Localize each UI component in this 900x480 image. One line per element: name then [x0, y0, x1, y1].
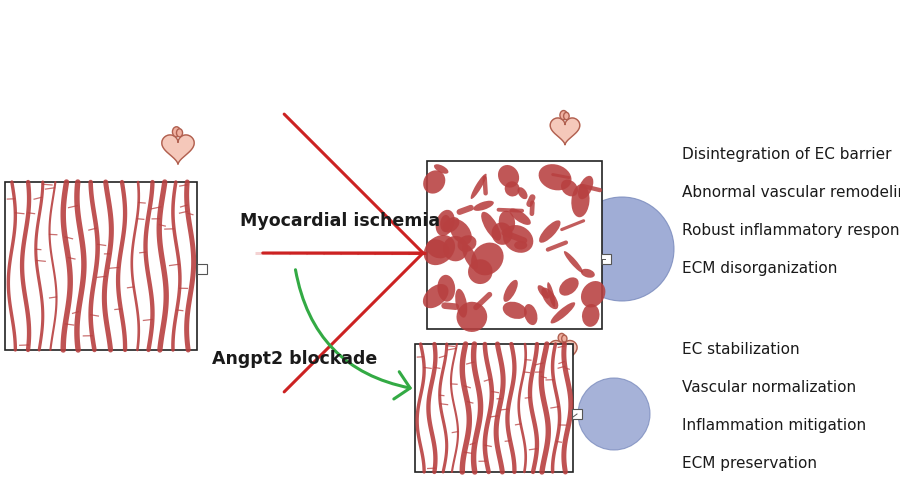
Text: EC stabilization: EC stabilization — [682, 342, 799, 357]
Text: Robust inflammatory response: Robust inflammatory response — [682, 223, 900, 238]
FancyArrowPatch shape — [295, 270, 410, 399]
Ellipse shape — [498, 166, 519, 188]
Text: Disintegration of EC barrier: Disintegration of EC barrier — [682, 147, 892, 162]
Bar — [415, 344, 573, 472]
Ellipse shape — [582, 304, 599, 327]
Ellipse shape — [503, 280, 517, 302]
Ellipse shape — [514, 241, 527, 250]
Ellipse shape — [505, 182, 519, 197]
Ellipse shape — [173, 128, 181, 138]
Ellipse shape — [561, 180, 578, 197]
Circle shape — [578, 378, 650, 450]
Ellipse shape — [437, 275, 455, 302]
Text: ECM disorganization: ECM disorganization — [682, 261, 837, 276]
Ellipse shape — [503, 302, 526, 319]
Bar — [197, 264, 207, 275]
Ellipse shape — [482, 212, 501, 241]
Text: Angpt2 blockade: Angpt2 blockade — [212, 349, 378, 367]
Ellipse shape — [580, 269, 595, 278]
Ellipse shape — [581, 281, 606, 308]
Polygon shape — [549, 341, 577, 366]
Ellipse shape — [440, 216, 451, 233]
Ellipse shape — [176, 130, 183, 138]
Ellipse shape — [524, 304, 537, 325]
Ellipse shape — [468, 260, 492, 285]
Ellipse shape — [443, 237, 468, 262]
Bar — [427, 162, 602, 329]
Ellipse shape — [518, 188, 527, 200]
Ellipse shape — [462, 244, 478, 270]
Ellipse shape — [471, 174, 487, 200]
Ellipse shape — [473, 201, 494, 212]
Ellipse shape — [503, 226, 534, 253]
Ellipse shape — [491, 223, 512, 245]
Ellipse shape — [423, 171, 446, 194]
Ellipse shape — [455, 289, 467, 318]
Ellipse shape — [563, 113, 569, 120]
Ellipse shape — [436, 210, 454, 237]
Ellipse shape — [509, 209, 531, 226]
Bar — [601, 254, 611, 264]
Text: ECM preservation: ECM preservation — [682, 456, 817, 470]
Ellipse shape — [562, 336, 567, 343]
Ellipse shape — [564, 252, 583, 273]
Text: Inflammation mitigation: Inflammation mitigation — [682, 418, 866, 432]
Ellipse shape — [537, 286, 549, 299]
Bar — [572, 409, 582, 419]
Ellipse shape — [547, 283, 555, 308]
Ellipse shape — [559, 278, 579, 296]
Ellipse shape — [443, 217, 459, 233]
Ellipse shape — [578, 177, 593, 200]
Ellipse shape — [558, 334, 565, 343]
Text: Myocardial ischemia: Myocardial ischemia — [240, 212, 440, 229]
Text: Vascular normalization: Vascular normalization — [682, 380, 856, 395]
Ellipse shape — [456, 302, 487, 332]
Bar — [5, 182, 197, 350]
Ellipse shape — [471, 243, 504, 276]
Ellipse shape — [423, 285, 448, 309]
Ellipse shape — [434, 165, 448, 174]
Ellipse shape — [499, 211, 515, 234]
Polygon shape — [162, 136, 194, 165]
Ellipse shape — [551, 302, 575, 324]
Circle shape — [570, 198, 674, 301]
Ellipse shape — [541, 288, 558, 310]
Polygon shape — [550, 119, 580, 145]
Ellipse shape — [539, 221, 561, 243]
Ellipse shape — [572, 185, 590, 218]
Ellipse shape — [424, 236, 455, 265]
Ellipse shape — [449, 220, 472, 245]
Text: Abnormal vascular remodeling: Abnormal vascular remodeling — [682, 185, 900, 200]
Ellipse shape — [457, 236, 476, 252]
Ellipse shape — [560, 111, 567, 120]
Ellipse shape — [427, 240, 449, 259]
Ellipse shape — [538, 165, 572, 191]
